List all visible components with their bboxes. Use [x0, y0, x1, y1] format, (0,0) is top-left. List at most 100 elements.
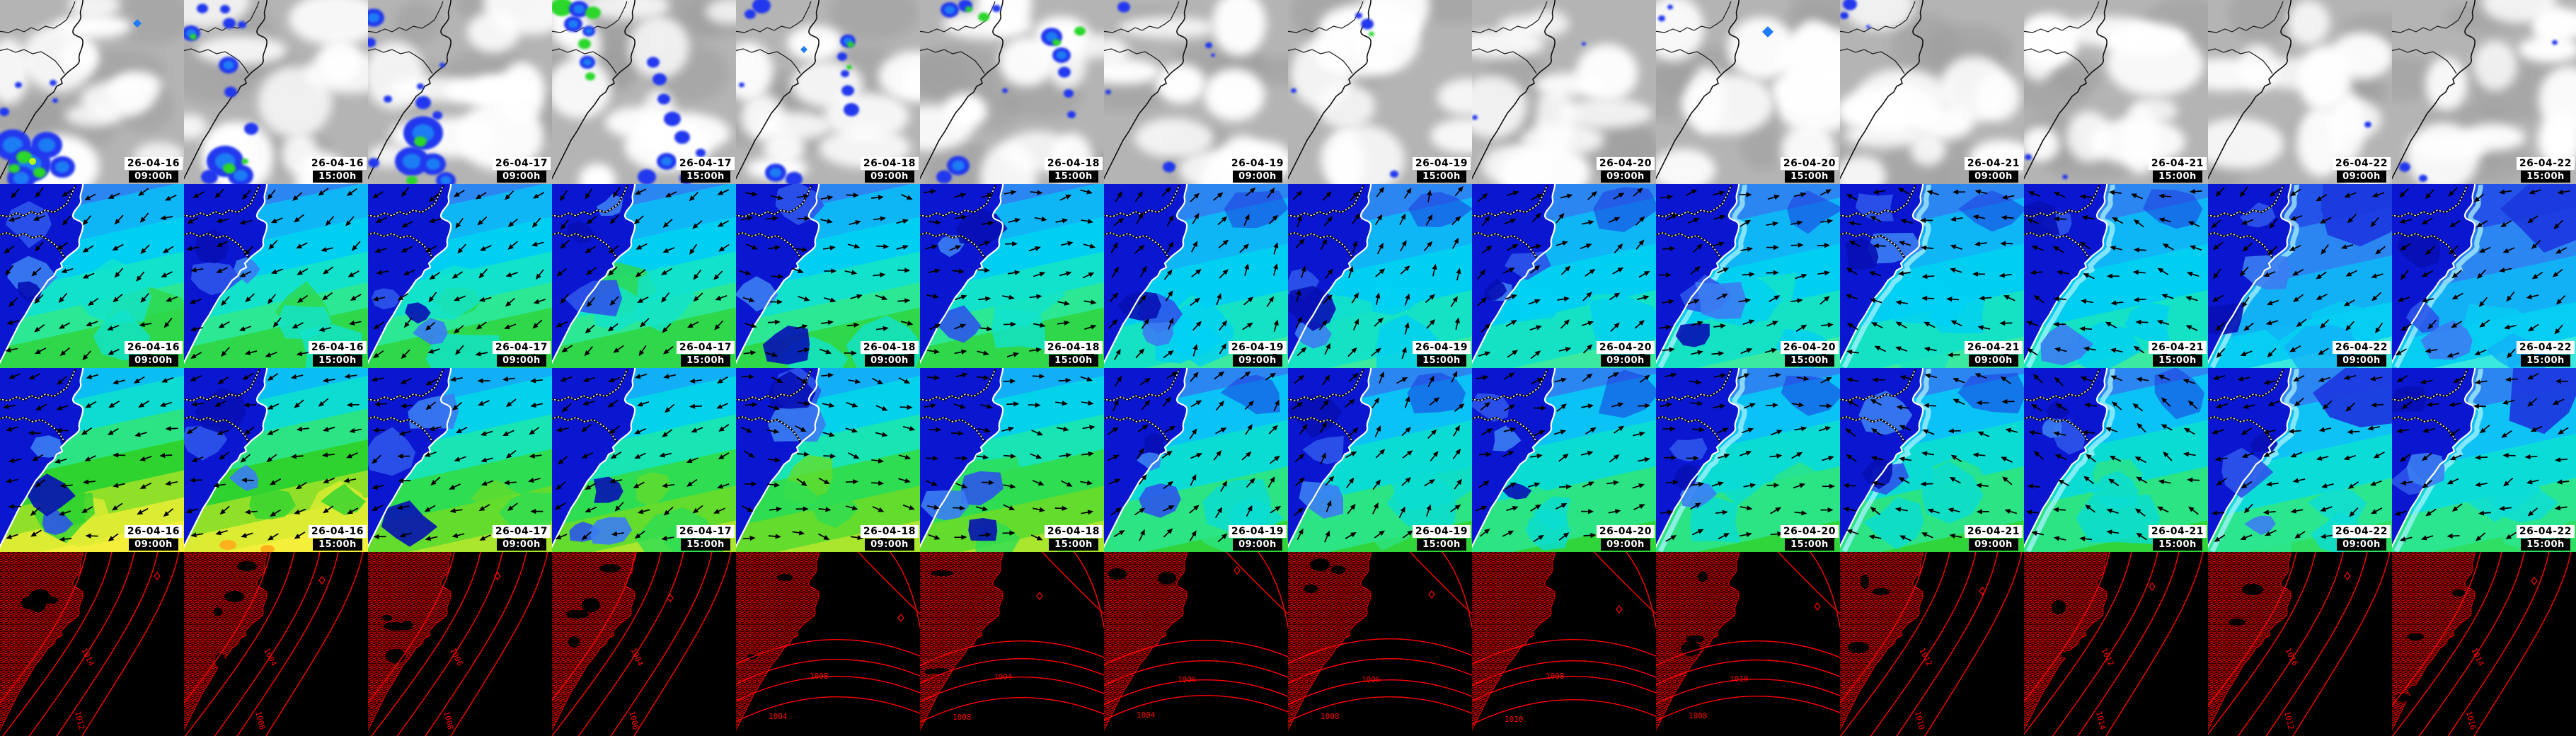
timestamp-time: 15:00h: [1049, 355, 1098, 367]
wind-speed-map: [2208, 184, 2392, 368]
timestamp-time: 15:00h: [1785, 171, 1834, 183]
timestamp-date: 26-04-17: [492, 341, 551, 354]
timestamp-label: 26-04-17 09:00h: [492, 525, 551, 551]
svg-text:1014: 1014: [2094, 711, 2108, 731]
svg-text:1008: 1008: [953, 713, 972, 722]
forecast-panel: 26-04-16 15:00h: [184, 184, 368, 368]
timestamp-label: 26-04-17 15:00h: [676, 341, 735, 367]
timestamp-label: 26-04-19 09:00h: [1228, 157, 1287, 183]
timestamp-date: 26-04-17: [676, 525, 735, 538]
timestamp-label: 26-04-21 09:00h: [1964, 525, 2023, 551]
surface-pressure-map: 1010 1008: [1656, 552, 1840, 736]
timestamp-date: 26-04-16: [124, 525, 183, 538]
timestamp-date: 26-04-21: [2148, 341, 2207, 354]
timestamp-label: 26-04-21 09:00h: [1964, 341, 2023, 367]
forecast-panel: 26-04-18 09:00h: [736, 368, 920, 552]
forecast-panel: 26-04-18 09:00h: [736, 184, 920, 368]
forecast-panel: 26-04-21 15:00h: [2024, 368, 2208, 552]
cloud-precipitation-map: [736, 0, 920, 184]
wind-gust-map: [2024, 368, 2208, 552]
wind-speed-map: [552, 184, 736, 368]
wind-speed-map: [2024, 184, 2208, 368]
timestamp-date: 26-04-17: [492, 525, 551, 538]
timestamp-date: 26-04-20: [1596, 341, 1655, 354]
timestamp-date: 26-04-21: [1964, 157, 2023, 170]
timestamp-date: 26-04-22: [2332, 157, 2391, 170]
svg-text:1008: 1008: [810, 672, 829, 681]
timestamp-time: 15:00h: [681, 171, 730, 183]
forecast-panel: 26-04-16 09:00h: [0, 0, 184, 184]
wind-gust-map: [552, 368, 736, 552]
forecast-panel: 26-04-16 15:00h: [184, 368, 368, 552]
timestamp-label: 26-04-19 09:00h: [1228, 341, 1287, 367]
forecast-panel: 1006 1008: [1288, 552, 1472, 736]
wind-gust-map: [1472, 368, 1656, 552]
forecast-panel: 26-04-19 15:00h: [1288, 184, 1472, 368]
timestamp-label: 26-04-22 09:00h: [2332, 525, 2391, 551]
forecast-panel: 26-04-18 15:00h: [920, 0, 1104, 184]
timestamp-time: 09:00h: [865, 171, 914, 183]
forecast-panel: 26-04-20 09:00h: [1472, 0, 1656, 184]
timestamp-label: 26-04-19 15:00h: [1412, 341, 1471, 367]
timestamp-date: 26-04-17: [676, 157, 735, 170]
timestamp-date: 26-04-22: [2516, 157, 2575, 170]
timestamp-date: 26-04-20: [1780, 157, 1839, 170]
wind-gust-map: [920, 368, 1104, 552]
surface-pressure-map: 1004 1008: [920, 552, 1104, 736]
timestamp-date: 26-04-19: [1412, 341, 1471, 354]
timestamp-time: 15:00h: [313, 171, 362, 183]
wind-gust-map: [1104, 368, 1288, 552]
timestamp-time: 09:00h: [497, 355, 546, 367]
forecast-panel: 26-04-22 09:00h: [2208, 184, 2392, 368]
timestamp-time: 15:00h: [681, 355, 730, 367]
timestamp-label: 26-04-22 15:00h: [2516, 525, 2575, 551]
svg-text:1004: 1004: [769, 712, 788, 721]
forecast-panel: 26-04-19 15:00h: [1288, 368, 1472, 552]
wind-speed-map: [1472, 184, 1656, 368]
timestamp-label: 26-04-22 09:00h: [2332, 341, 2391, 367]
timestamp-date: 26-04-19: [1228, 341, 1287, 354]
timestamp-label: 26-04-22 09:00h: [2332, 157, 2391, 183]
forecast-panel: 1004 1006: [552, 552, 736, 736]
timestamp-date: 26-04-19: [1412, 157, 1471, 170]
timestamp-time: 09:00h: [865, 355, 914, 367]
wind-speed-map: [0, 184, 184, 368]
wind-gust-map: [2392, 368, 2576, 552]
svg-text:1012: 1012: [73, 711, 86, 731]
timestamp-date: 26-04-22: [2332, 525, 2391, 538]
wind-gust-map: [1840, 368, 2024, 552]
cloud-precipitation-map: [1288, 0, 1472, 184]
timestamp-label: 26-04-16 15:00h: [308, 157, 367, 183]
forecast-panel: 26-04-18 09:00h: [736, 0, 920, 184]
svg-text:1008: 1008: [1689, 711, 1708, 720]
surface-pressure-map: 1004 1008: [184, 552, 368, 736]
svg-text:1004: 1004: [994, 672, 1013, 682]
wind-speed-map: [1288, 184, 1472, 368]
timestamp-label: 26-04-22 15:00h: [2516, 157, 2575, 183]
forecast-panel: 26-04-21 15:00h: [2024, 184, 2208, 368]
timestamp-time: 15:00h: [313, 355, 362, 367]
timestamp-label: 26-04-20 15:00h: [1780, 525, 1839, 551]
svg-text:1006: 1006: [1178, 675, 1197, 684]
timestamp-label: 26-04-19 09:00h: [1228, 525, 1287, 551]
forecast-panel: 26-04-22 15:00h: [2392, 184, 2576, 368]
timestamp-time: 15:00h: [1049, 171, 1098, 183]
timestamp-time: 15:00h: [2521, 171, 2570, 183]
timestamp-date: 26-04-18: [1044, 157, 1103, 170]
wind-speed-map: [1104, 184, 1288, 368]
forecast-panel: 1008 1004: [736, 552, 920, 736]
svg-text:1006: 1006: [627, 711, 640, 731]
wind-speed-map: [1840, 184, 2024, 368]
timestamp-date: 26-04-16: [124, 157, 183, 170]
cloud-precipitation-map: [2024, 0, 2208, 184]
timestamp-label: 26-04-21 09:00h: [1964, 157, 2023, 183]
wind-speed-map: [920, 184, 1104, 368]
timestamp-label: 26-04-18 15:00h: [1044, 341, 1103, 367]
surface-pressure-map: 1016 1012: [2208, 552, 2392, 736]
timestamp-date: 26-04-18: [1044, 525, 1103, 538]
svg-text:1008: 1008: [1546, 672, 1565, 681]
timestamp-date: 26-04-22: [2516, 341, 2575, 354]
timestamp-label: 26-04-19 15:00h: [1412, 157, 1471, 183]
cloud-precipitation-map: [184, 0, 368, 184]
